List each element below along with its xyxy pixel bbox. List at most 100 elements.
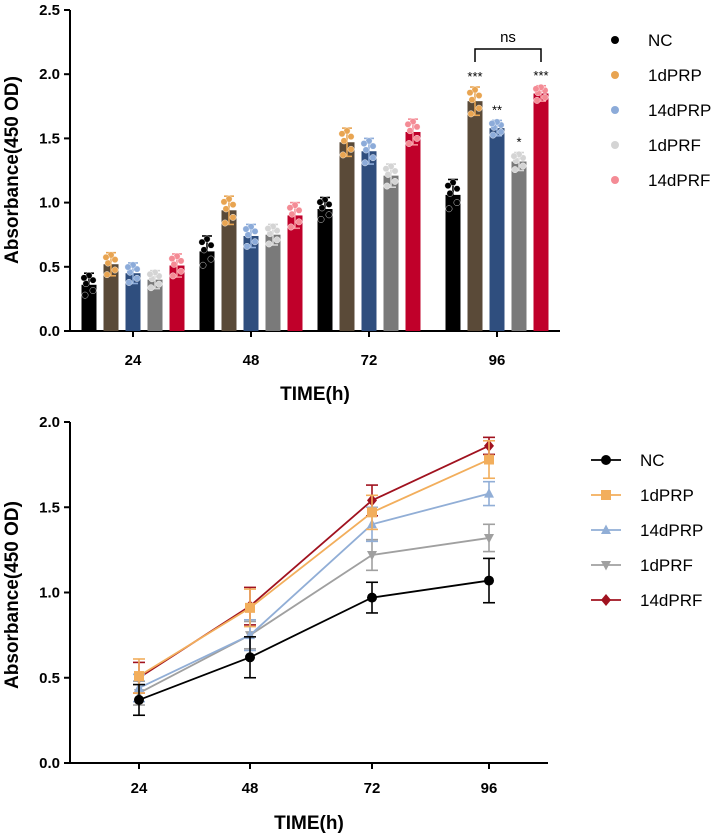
significance-label: * [516, 135, 521, 150]
data-point [339, 151, 347, 159]
data-point [82, 280, 90, 288]
legend-marker-1dPRF [611, 141, 619, 149]
bar-NC-48 [199, 251, 215, 331]
y-tick-label: 0.0 [39, 323, 60, 340]
data-point [369, 142, 377, 150]
bar-14dPRP-48 [243, 235, 259, 331]
data-point [244, 231, 252, 239]
x-tick-label: 24 [131, 780, 148, 797]
data-point [199, 261, 207, 269]
y-tick-label: 1.0 [39, 585, 60, 602]
bar-14dPRF-96 [533, 93, 549, 332]
data-point [273, 236, 281, 244]
data-point-1dPRF [367, 550, 377, 561]
data-point [316, 198, 324, 206]
significance-label: ** [492, 102, 502, 117]
x-tick-label: 72 [364, 780, 381, 797]
bar-1dPRF-48 [265, 234, 281, 331]
data-point [295, 218, 303, 226]
data-point [466, 89, 474, 97]
data-point-NC [134, 694, 144, 705]
bar-NC-96 [445, 194, 461, 331]
data-point [102, 253, 110, 261]
legend-label-NC: NC [648, 31, 673, 50]
data-point [510, 152, 518, 160]
data-point [207, 241, 215, 249]
data-point [80, 274, 88, 282]
legend-marker-14dPRF [611, 176, 619, 184]
data-point [229, 213, 237, 221]
data-point [111, 266, 119, 274]
data-point [147, 284, 155, 292]
data-point [168, 255, 176, 262]
data-point-1dPRP [134, 671, 144, 682]
y-tick-label: 2.5 [39, 2, 60, 19]
data-point [384, 171, 392, 178]
legend-label-14dPRF: 14dPRF [648, 171, 710, 190]
data-point [221, 219, 229, 227]
data-point [511, 166, 519, 174]
significance-label: *** [467, 69, 482, 84]
data-point [220, 198, 228, 206]
data-point [207, 255, 215, 263]
x-axis-title: TIME(h) [274, 813, 344, 834]
data-point [125, 279, 133, 286]
legend-marker-14dPRP [601, 524, 611, 534]
data-point [382, 165, 390, 173]
bar-14dPRP-96 [489, 128, 505, 331]
data-point [295, 206, 303, 214]
data-point [265, 240, 273, 248]
x-axis-title: TIME(h) [280, 384, 350, 405]
y-tick-label: 0.5 [39, 670, 60, 687]
bar-14dPRF-24 [169, 265, 185, 331]
legend-label-1dPRP: 1dPRP [640, 486, 694, 505]
data-point [519, 162, 527, 170]
y-tick-label: 1.5 [39, 499, 60, 516]
series-line-NC [138, 579, 490, 701]
data-point [124, 263, 132, 271]
bar-NC-72 [317, 209, 333, 331]
legend-label-1dPRP: 1dPRP [648, 66, 702, 85]
x-tick-label: 72 [361, 352, 378, 369]
data-point [111, 256, 119, 264]
data-point [133, 274, 141, 282]
legend-marker-NC [611, 36, 619, 44]
data-point [404, 120, 412, 128]
y-tick-label: 0.5 [39, 259, 60, 276]
data-point [229, 201, 237, 209]
data-point [325, 211, 333, 219]
bar-14dPRP-72 [361, 151, 377, 331]
data-point [103, 271, 111, 279]
data-point-NC [484, 575, 494, 586]
data-point [453, 199, 461, 207]
legend-label-14dPRP: 14dPRP [648, 101, 711, 120]
series-line-1dPRP [138, 458, 490, 677]
y-tick-label: 2.0 [39, 414, 60, 431]
data-point [203, 235, 211, 243]
legend-label-1dPRF: 1dPRF [648, 136, 701, 155]
data-point [444, 182, 452, 190]
x-tick-label: 48 [243, 352, 260, 369]
data-point [413, 123, 421, 131]
data-point-1dPRF [484, 533, 494, 544]
data-point [467, 110, 475, 118]
data-point [89, 276, 97, 284]
bar-14dPRF-48 [287, 215, 303, 331]
bar-1dPRF-24 [147, 279, 163, 331]
data-point [532, 85, 540, 93]
data-point-1dPRP [367, 507, 377, 518]
bar-1dPRF-72 [383, 175, 399, 331]
data-point [242, 225, 250, 233]
data-point [449, 179, 457, 186]
legend-label-1dPRF: 1dPRF [640, 556, 693, 575]
y-axis-title: Absorbance(450 OD) [2, 76, 23, 264]
data-point-1dPRP [484, 454, 494, 465]
data-point [170, 260, 178, 268]
data-point [198, 238, 206, 246]
data-point [146, 270, 154, 278]
legend-marker-14dPRF [601, 594, 611, 606]
y-tick-label: 1.5 [39, 130, 60, 147]
y-tick-label: 0.0 [39, 755, 60, 772]
data-point [475, 104, 483, 112]
